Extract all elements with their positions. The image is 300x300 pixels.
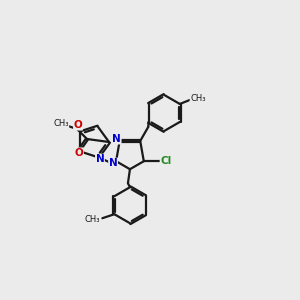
Text: CH₃: CH₃	[190, 94, 206, 103]
Text: CH₃: CH₃	[85, 215, 100, 224]
Text: N: N	[96, 154, 104, 164]
Text: Cl: Cl	[160, 156, 171, 166]
Text: CH₃: CH₃	[53, 119, 69, 128]
Text: N: N	[112, 134, 121, 144]
Text: O: O	[75, 148, 83, 158]
Text: N: N	[109, 158, 118, 168]
Text: N: N	[74, 148, 82, 158]
Text: O: O	[74, 120, 82, 130]
